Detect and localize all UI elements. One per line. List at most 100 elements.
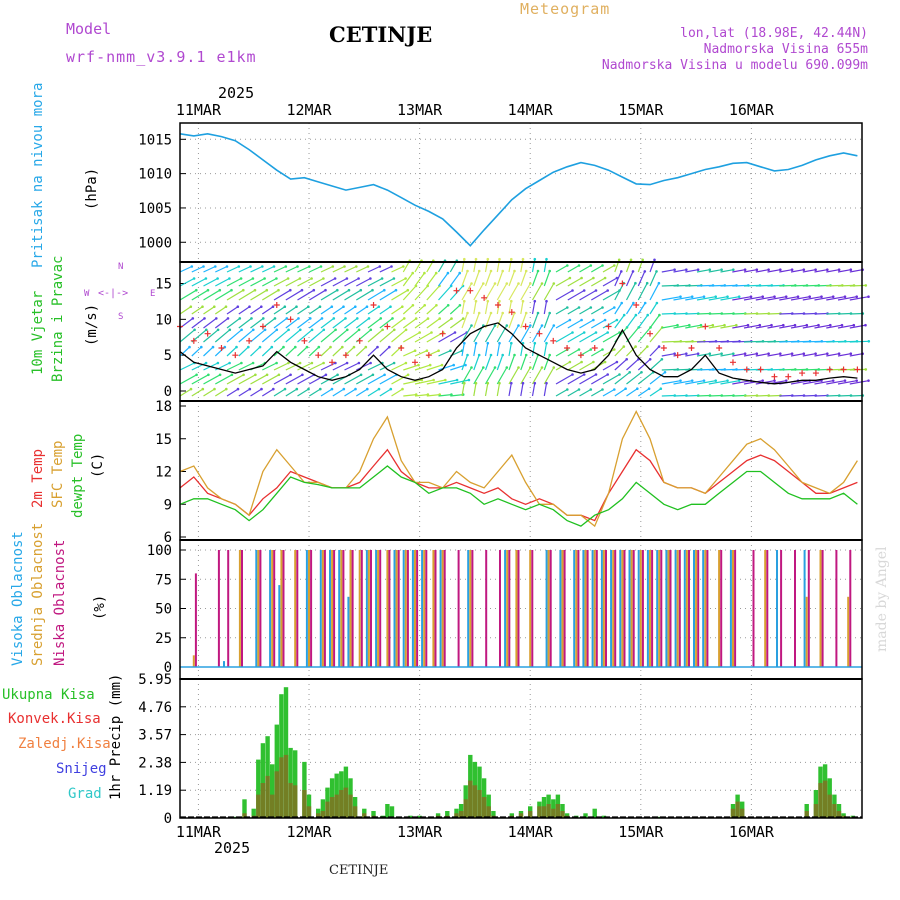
cloud-high-bar [729, 550, 732, 667]
precip-conv-bar [541, 806, 547, 818]
wind-arrow-head [486, 299, 490, 303]
wind-arrow-head [324, 288, 327, 292]
cloud-high-bar [559, 550, 562, 667]
cloud-low-bar [660, 550, 663, 667]
wind-arrow [450, 379, 470, 385]
wind-arrow [461, 301, 465, 315]
wind-arrow [673, 394, 687, 397]
wind-arrow [226, 277, 242, 287]
wind-arrow-head [867, 340, 871, 343]
wind-arrow-head [214, 265, 217, 268]
panel-frame [179, 400, 863, 541]
wind-arrow-head [357, 277, 360, 280]
gust-marker [536, 330, 543, 337]
date-label-top: 14MAR [508, 101, 554, 119]
cloud-high-bar [338, 550, 341, 667]
wind-arrow-head [200, 345, 203, 349]
wind-arrow-head [477, 269, 481, 273]
wind-arrow-head [359, 288, 363, 292]
cloud-mid-bar [257, 550, 260, 667]
cloud-low-bar [397, 550, 400, 667]
wind-arrow-head [793, 323, 797, 327]
wind-arrow [484, 354, 492, 371]
wind-arrow [391, 317, 405, 329]
gust-marker [577, 352, 584, 359]
wind-arrow-head [404, 328, 408, 332]
wind-arrow [837, 324, 854, 329]
wind-arrow-head [369, 277, 372, 280]
pressure-tick-label: 1015 [138, 132, 172, 148]
wind-arrow [484, 301, 489, 315]
wind-arrow-head [215, 317, 218, 320]
wind-arrow-head [201, 305, 204, 309]
wind-arrow [203, 317, 217, 329]
wind-arrow-head [643, 301, 647, 305]
wind-arrow-head [254, 373, 257, 377]
cloud-low-bar [766, 550, 769, 667]
wind-arrow-head [489, 311, 493, 315]
wind-arrow-head [341, 345, 344, 349]
wind-arrow [191, 374, 209, 385]
wind-arrow [814, 394, 828, 397]
precip-conv-bar [306, 806, 312, 818]
wind-arrow-head [417, 363, 420, 367]
wind-arrow-head [228, 361, 231, 365]
wind-arrow [790, 394, 805, 397]
wind-arrow [203, 346, 214, 357]
cloud-mid-bar [529, 550, 532, 667]
cloud-mid-bar [280, 550, 283, 667]
cloud-low-bar [471, 550, 474, 667]
wind-arrow-head [640, 371, 643, 374]
cloud-high-bar [776, 550, 778, 667]
wind-arrow-head [802, 268, 806, 272]
wind-arrow-head [493, 324, 497, 327]
wind-arrow-head [239, 277, 243, 280]
wind-arrow-head [582, 331, 586, 334]
cloud-low-bar [641, 550, 644, 667]
precip-conv-bar [316, 813, 321, 818]
wind-arrow [826, 324, 843, 329]
wind-arrow [802, 312, 816, 315]
gust-marker [370, 302, 377, 308]
cloud-high-bar [421, 550, 424, 667]
gust-marker [342, 352, 349, 359]
wind-arrow [685, 269, 699, 273]
wind-arrow [708, 380, 728, 385]
wind-arrow [238, 306, 250, 315]
precip-conv-bar [320, 811, 326, 818]
cloud-low-bar [217, 550, 220, 667]
wind-arrow [743, 380, 763, 385]
date-label-bottom: 14MAR [508, 823, 554, 841]
wind-arrow [637, 388, 650, 397]
wind-arrow [262, 265, 275, 273]
wind-arrow [602, 319, 618, 329]
wind-arrow-head [533, 381, 537, 385]
cloud-high-bar [656, 550, 659, 667]
wind-arrow-head [262, 317, 265, 320]
wind-arrow-head [761, 379, 764, 383]
wind-arrow-head [334, 328, 337, 332]
wind-arrow [685, 324, 702, 329]
precip-legend-total: Ukupna Kisa [2, 687, 95, 703]
wind-arrow [814, 269, 828, 273]
wind-arrow-head [251, 277, 255, 280]
wind-arrow-head [300, 288, 304, 292]
wind-arrow [826, 312, 840, 315]
wind-arrow-head [536, 269, 540, 273]
wind-arrow-head [489, 269, 493, 273]
wind-arrow [449, 272, 461, 287]
precip-conv-bar [288, 783, 293, 818]
cloud-low-bar [351, 550, 354, 667]
wind-arrow [555, 373, 573, 385]
wind-arrow-head [449, 349, 452, 353]
wind-arrow-head [379, 317, 383, 320]
precip-conv-bar [265, 775, 270, 818]
wind-arrow [414, 304, 426, 315]
cloud-low-bar [323, 550, 326, 667]
wind-arrow [203, 289, 221, 301]
temp-tick-label: 15 [155, 432, 172, 448]
wind-arrow-head [423, 304, 427, 307]
wind-arrow [555, 348, 568, 357]
wind-arrow-head [510, 299, 513, 303]
meteogram-label: Meteogram [520, 0, 611, 18]
